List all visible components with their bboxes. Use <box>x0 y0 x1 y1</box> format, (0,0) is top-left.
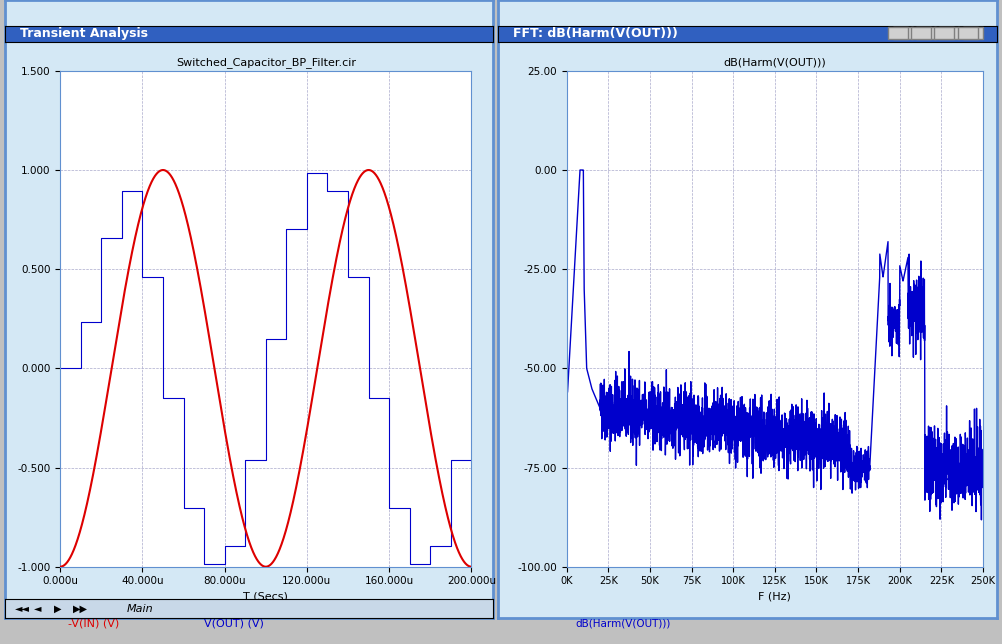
Text: FFT: dB(Harm(V(OUT))): FFT: dB(Harm(V(OUT))) <box>513 27 677 41</box>
Text: ◄◄: ◄◄ <box>15 603 30 614</box>
Text: -V(IN) (V): -V(IN) (V) <box>68 618 119 629</box>
Text: V(OUT) (V): V(OUT) (V) <box>204 618 264 629</box>
Text: ◄: ◄ <box>34 603 42 614</box>
Title: dB(Harm(V(OUT))): dB(Harm(V(OUT))) <box>722 57 826 67</box>
Text: dB(Harm(V(OUT))): dB(Harm(V(OUT))) <box>574 618 669 629</box>
Text: ▶▶: ▶▶ <box>73 603 88 614</box>
Text: ▶: ▶ <box>54 603 61 614</box>
Text: Main: Main <box>127 603 153 614</box>
X-axis label: F (Hz): F (Hz) <box>758 592 791 602</box>
X-axis label: T (Secs): T (Secs) <box>243 592 288 602</box>
Text: Transient Analysis: Transient Analysis <box>20 27 147 41</box>
Title: Switched_Capacitor_BP_Filter.cir: Switched_Capacitor_BP_Filter.cir <box>175 57 356 68</box>
